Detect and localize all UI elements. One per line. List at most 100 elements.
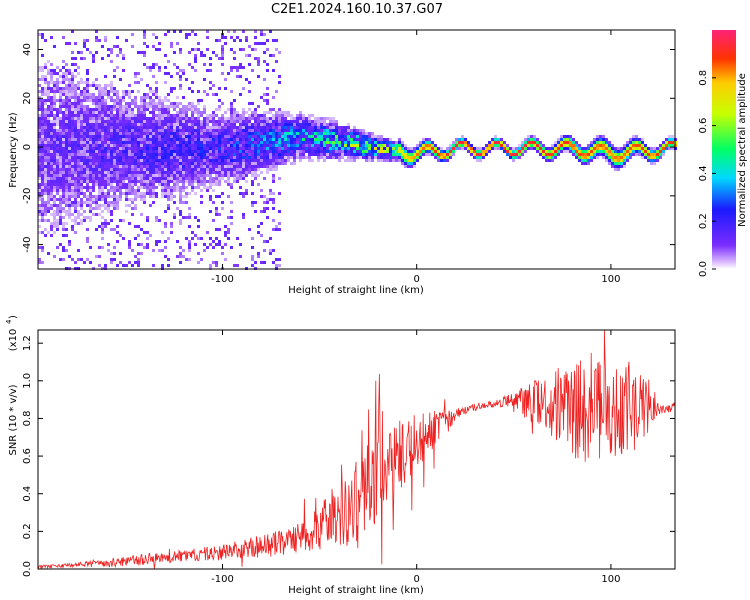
heatmap-cell bbox=[656, 159, 659, 162]
heatmap-cell bbox=[50, 207, 53, 210]
heatmap-cell bbox=[53, 81, 56, 84]
heatmap-cell bbox=[230, 174, 233, 177]
heatmap-cell bbox=[86, 129, 89, 132]
heatmap-cell bbox=[203, 138, 206, 141]
heatmap-cell bbox=[242, 156, 245, 159]
heatmap-cell bbox=[239, 174, 242, 177]
heatmap-cell bbox=[155, 90, 158, 93]
heatmap-cell bbox=[242, 138, 245, 141]
heatmap-cell bbox=[176, 189, 179, 192]
heatmap-cell bbox=[107, 183, 110, 186]
heatmap-cell bbox=[212, 201, 215, 204]
heatmap-cell bbox=[563, 135, 566, 138]
heatmap-cell bbox=[125, 156, 128, 159]
heatmap-cell bbox=[80, 117, 83, 120]
heatmap-cell bbox=[44, 87, 47, 90]
heatmap-cell bbox=[302, 114, 305, 117]
heatmap-cell bbox=[77, 216, 80, 219]
heatmap-cell bbox=[152, 144, 155, 147]
heatmap-cell bbox=[140, 141, 143, 144]
heatmap-cell bbox=[65, 138, 68, 141]
heatmap-cell bbox=[386, 153, 389, 156]
heatmap-cell bbox=[38, 105, 41, 108]
heatmap-cell bbox=[44, 132, 47, 135]
heatmap-cell bbox=[146, 135, 149, 138]
heatmap-cell bbox=[158, 162, 161, 165]
heatmap-cell bbox=[116, 162, 119, 165]
heatmap-cell bbox=[254, 135, 257, 138]
heatmap-cell bbox=[215, 108, 218, 111]
heatmap-cell bbox=[56, 183, 59, 186]
heatmap-cell bbox=[239, 165, 242, 168]
heatmap-cell bbox=[275, 159, 278, 162]
heatmap-cell bbox=[257, 147, 260, 150]
x-tick-label: 0 bbox=[414, 574, 420, 585]
heatmap-cell bbox=[176, 96, 179, 99]
heatmap-cell bbox=[245, 39, 248, 42]
heatmap-cell bbox=[104, 180, 107, 183]
heatmap-cell bbox=[182, 201, 185, 204]
heatmap-cell bbox=[203, 105, 206, 108]
heatmap-cell bbox=[614, 150, 617, 153]
snr-scale-prefix: (x10 bbox=[8, 329, 19, 352]
heatmap-cell bbox=[71, 156, 74, 159]
heatmap-cell bbox=[344, 144, 347, 147]
heatmap-cell bbox=[137, 81, 140, 84]
heatmap-cell bbox=[107, 117, 110, 120]
heatmap-cell bbox=[149, 99, 152, 102]
heatmap-cell bbox=[245, 54, 248, 57]
heatmap-cell bbox=[167, 120, 170, 123]
heatmap-cell bbox=[167, 72, 170, 75]
heatmap-cell bbox=[254, 111, 257, 114]
heatmap-cell bbox=[248, 120, 251, 123]
heatmap-cell bbox=[65, 189, 68, 192]
heatmap-cell bbox=[110, 90, 113, 93]
heatmap-cell bbox=[119, 51, 122, 54]
heatmap-cell bbox=[164, 162, 167, 165]
heatmap-cell bbox=[266, 171, 269, 174]
heatmap-cell bbox=[353, 135, 356, 138]
heatmap-cell bbox=[56, 84, 59, 87]
heatmap-cell bbox=[53, 225, 56, 228]
heatmap-cell bbox=[149, 129, 152, 132]
heatmap-cell bbox=[41, 150, 44, 153]
heatmap-cell bbox=[644, 144, 647, 147]
heatmap-cell bbox=[155, 105, 158, 108]
heatmap-cell bbox=[77, 111, 80, 114]
heatmap-cell bbox=[185, 168, 188, 171]
heatmap-cell bbox=[107, 165, 110, 168]
heatmap-cell bbox=[119, 186, 122, 189]
heatmap-cell bbox=[38, 108, 41, 111]
heatmap-cell bbox=[92, 57, 95, 60]
heatmap-cell bbox=[173, 150, 176, 153]
heatmap-cell bbox=[128, 183, 131, 186]
heatmap-cell bbox=[137, 234, 140, 237]
heatmap-cell bbox=[254, 126, 257, 129]
heatmap-cell bbox=[203, 129, 206, 132]
heatmap-cell bbox=[62, 87, 65, 90]
heatmap-cell bbox=[140, 153, 143, 156]
heatmap-cell bbox=[239, 147, 242, 150]
heatmap-cell bbox=[113, 195, 116, 198]
heatmap-cell bbox=[158, 48, 161, 51]
heatmap-cell bbox=[395, 150, 398, 153]
heatmap-cell bbox=[149, 102, 152, 105]
heatmap-cell bbox=[152, 66, 155, 69]
heatmap-cell bbox=[317, 144, 320, 147]
heatmap-cell bbox=[152, 165, 155, 168]
heatmap-cell bbox=[65, 174, 68, 177]
heatmap-cell bbox=[260, 234, 263, 237]
heatmap-cell bbox=[56, 66, 59, 69]
heatmap-cell bbox=[104, 201, 107, 204]
heatmap-cell bbox=[86, 195, 89, 198]
heatmap-cell bbox=[74, 129, 77, 132]
heatmap-cell bbox=[95, 207, 98, 210]
heatmap-cell bbox=[389, 144, 392, 147]
heatmap-cell bbox=[98, 141, 101, 144]
heatmap-cell bbox=[308, 150, 311, 153]
heatmap-cell bbox=[140, 177, 143, 180]
heatmap-cell bbox=[107, 156, 110, 159]
heatmap-cell bbox=[86, 111, 89, 114]
heatmap-cell bbox=[83, 156, 86, 159]
heatmap-cell bbox=[536, 138, 539, 141]
